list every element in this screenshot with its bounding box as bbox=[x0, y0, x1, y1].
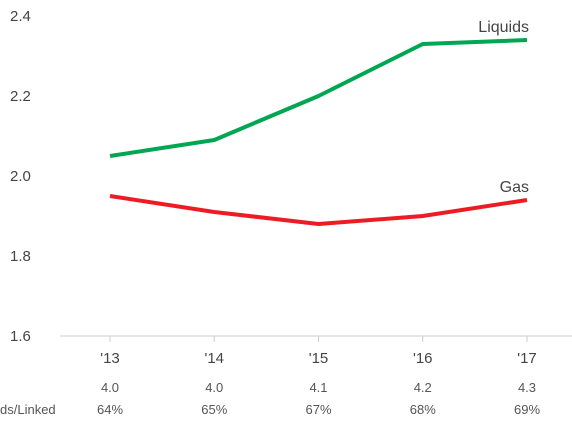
x-tick-label: '17 bbox=[517, 350, 537, 367]
x-axis-ticks: '13 '14 '15 '16 '17 bbox=[100, 336, 537, 367]
x-tick-label: '13 bbox=[100, 350, 120, 367]
table-cell: 69% bbox=[514, 402, 540, 417]
table-cell: 4.0 bbox=[101, 380, 119, 395]
y-tick-label: 2.0 bbox=[10, 168, 31, 185]
series-label-gas: Gas bbox=[500, 179, 529, 196]
table-cell: 65% bbox=[201, 402, 227, 417]
y-axis-ticks: 1.6 1.8 2.0 2.2 2.4 bbox=[10, 8, 31, 345]
y-tick-label: 2.4 bbox=[10, 8, 31, 25]
table-cell: 4.1 bbox=[309, 380, 327, 395]
y-tick-label: 1.8 bbox=[10, 248, 31, 265]
table-cell: 68% bbox=[410, 402, 436, 417]
data-table: ds/Linked 4.0 4.0 4.1 4.2 4.3 64% 65% 67% 68% 69% bbox=[0, 380, 540, 417]
table-cell: 64% bbox=[97, 402, 123, 417]
x-tick-label: '14 bbox=[204, 350, 224, 367]
series-line-liquids bbox=[109, 38, 528, 158]
x-tick-label: '15 bbox=[309, 350, 329, 367]
series-layer: Liquids Gas bbox=[109, 19, 529, 226]
table-cell: 4.3 bbox=[518, 380, 536, 395]
y-tick-label: 1.6 bbox=[10, 328, 31, 345]
y-tick-label: 2.2 bbox=[10, 88, 31, 105]
table-row-label: ds/Linked bbox=[0, 402, 56, 417]
table-cell: 67% bbox=[305, 402, 331, 417]
table-cell: 4.0 bbox=[205, 380, 223, 395]
x-tick-label: '16 bbox=[413, 350, 433, 367]
series-line-gas bbox=[109, 194, 528, 226]
series-label-liquids: Liquids bbox=[478, 19, 529, 36]
table-cell: 4.2 bbox=[414, 380, 432, 395]
